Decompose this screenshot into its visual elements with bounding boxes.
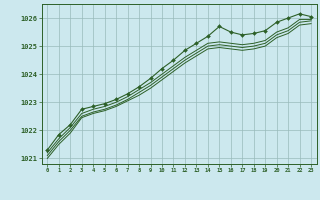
Text: Graphe pression niveau de la mer (hPa): Graphe pression niveau de la mer (hPa)	[58, 184, 262, 193]
